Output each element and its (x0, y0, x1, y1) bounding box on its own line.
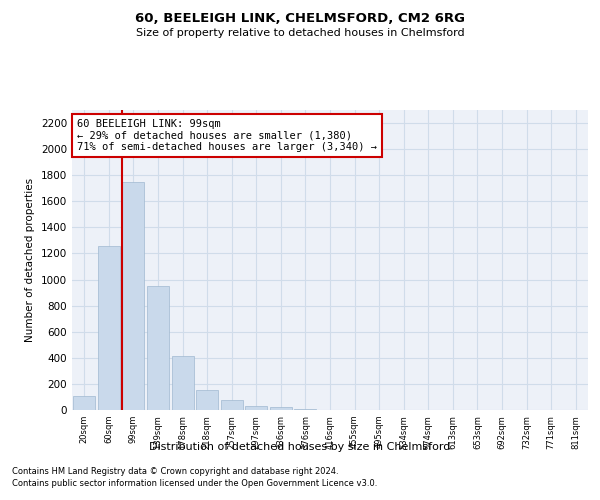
Text: Size of property relative to detached houses in Chelmsford: Size of property relative to detached ho… (136, 28, 464, 38)
Bar (270, 408, 292, 410)
Bar (196, 390, 218, 410)
Text: 60 BEELEIGH LINK: 99sqm
← 29% of detached houses are smaller (1,380)
71% of semi: 60 BEELEIGH LINK: 99sqm ← 29% of detache… (77, 119, 377, 152)
Y-axis label: Number of detached properties: Number of detached properties (25, 178, 35, 342)
Text: Contains HM Land Registry data © Crown copyright and database right 2024.: Contains HM Land Registry data © Crown c… (12, 467, 338, 476)
Bar (122, 182, 145, 410)
Text: Contains public sector information licensed under the Open Government Licence v3: Contains public sector information licen… (12, 478, 377, 488)
Bar (98, 246, 120, 410)
Text: 60, BEELEIGH LINK, CHELMSFORD, CM2 6RG: 60, BEELEIGH LINK, CHELMSFORD, CM2 6RG (135, 12, 465, 26)
Text: Distribution of detached houses by size in Chelmsford: Distribution of detached houses by size … (149, 442, 451, 452)
Bar (245, 406, 268, 410)
Bar (147, 286, 169, 410)
Bar (221, 400, 243, 410)
Bar (73, 396, 95, 410)
Bar (172, 356, 194, 410)
